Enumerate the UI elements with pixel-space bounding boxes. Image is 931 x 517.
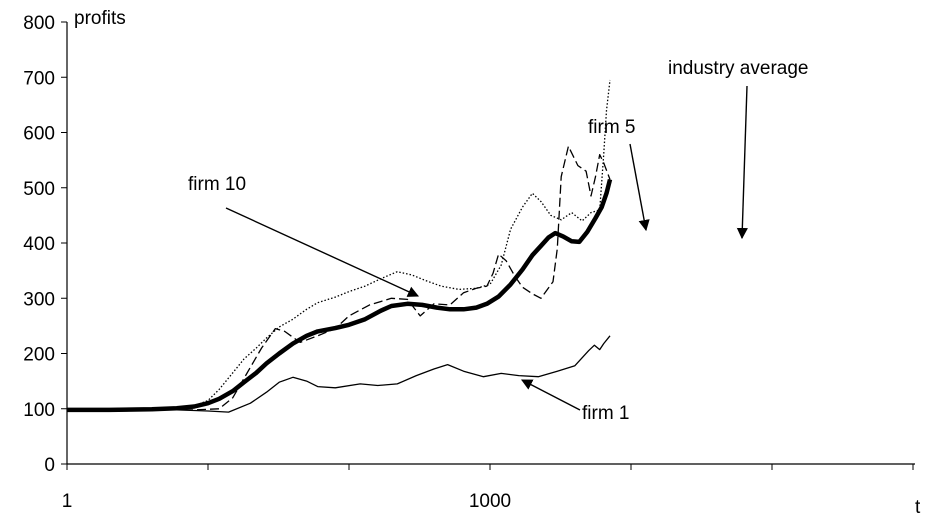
y-tick-label: 200	[23, 345, 55, 366]
annotation-label-industry-average: industry average	[668, 58, 808, 79]
annotation-arrow-firm-10	[225, 207, 420, 297]
annotation-label-firm-1: firm 1	[582, 403, 630, 424]
y-axis-label: profits	[74, 8, 126, 29]
series-line-industry-average	[67, 178, 613, 413]
y-tick-label: 700	[23, 68, 55, 89]
annotation-layer: industry average firm 5 firm 10 firm 1	[188, 58, 808, 424]
series-line-firm-10	[67, 79, 611, 411]
series-layer	[67, 79, 613, 413]
y-tick-label: 0	[44, 455, 55, 476]
annotation-label-firm-10: firm 10	[188, 174, 246, 195]
annotation-arrow-industry-average	[736, 85, 748, 240]
annotation-label-firm-5: firm 5	[588, 117, 636, 138]
y-tick-label: 100	[23, 400, 55, 421]
x-tick-label: 1000	[469, 491, 511, 512]
y-tick-label: 800	[23, 13, 55, 34]
series-line-firm-1	[67, 335, 611, 413]
y-tick-label: 300	[23, 289, 55, 310]
axes: 0 100 200 300 400 500 600 700 800 1 1000	[23, 13, 915, 512]
series-line-firm-5	[67, 145, 611, 411]
annotation-arrow-firm-1	[521, 379, 581, 411]
annotation-arrow-firm-5	[629, 143, 650, 232]
x-axis-label: t	[915, 497, 921, 517]
x-tick-label: 1	[62, 491, 73, 512]
y-tick-label: 400	[23, 234, 55, 255]
y-tick-label: 600	[23, 124, 55, 145]
y-tick-label: 500	[23, 179, 55, 200]
